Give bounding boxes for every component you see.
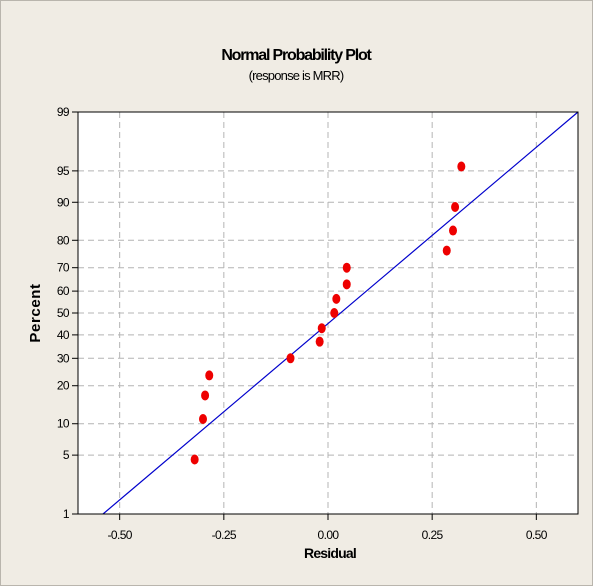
data-point: [451, 202, 460, 213]
y-tick-label: 70: [57, 261, 70, 275]
y-axis-label: Percent: [27, 283, 44, 342]
x-tick-label: 0.25: [422, 528, 444, 542]
data-point: [342, 279, 351, 290]
x-tick-label: 0.50: [526, 528, 548, 542]
data-point: [286, 353, 295, 364]
data-point: [442, 245, 451, 256]
y-tick-label: 40: [57, 328, 70, 342]
x-tick-label: -0.50: [107, 528, 132, 542]
fit-line: [102, 111, 579, 515]
data-point: [342, 262, 351, 273]
plot-frame: [77, 111, 579, 515]
data-points-layer: [190, 161, 466, 465]
x-tick-label: 0.00: [318, 528, 340, 542]
data-point: [449, 225, 457, 236]
y-tick-label: 10: [57, 417, 70, 431]
data-point: [190, 454, 199, 465]
y-tick-label: 60: [57, 284, 70, 298]
fit-line-layer: [102, 111, 579, 515]
data-point: [199, 413, 207, 424]
data-point: [317, 323, 326, 334]
data-point: [205, 370, 214, 381]
x-tick-label: -0.25: [212, 528, 237, 542]
data-point: [201, 390, 210, 401]
data-point: [457, 161, 466, 172]
chart-subtitle: (response is MRR): [249, 68, 344, 83]
x-axis-label: Residual: [304, 545, 356, 561]
grid-layer: [78, 112, 578, 514]
y-tick-label: 50: [57, 306, 70, 320]
y-tick-label: 95: [57, 164, 70, 178]
data-point: [332, 293, 341, 304]
y-tick-label: 20: [57, 379, 70, 393]
y-tick-label: 90: [57, 195, 70, 209]
ticks-layer: -0.50 -0.25 0.00 0.25 0.50 1 5 10 20 30 40 50 60 70 80…: [57, 105, 579, 542]
y-tick-label: 5: [63, 448, 70, 462]
y-tick-label: 80: [57, 233, 70, 247]
y-tick-label: 30: [57, 351, 70, 365]
y-tick-label: 1: [63, 507, 70, 521]
chart-title: Normal Probability Plot: [221, 47, 372, 64]
data-point: [330, 308, 339, 318]
data-point: [315, 336, 324, 347]
y-tick-label: 99: [57, 105, 70, 119]
